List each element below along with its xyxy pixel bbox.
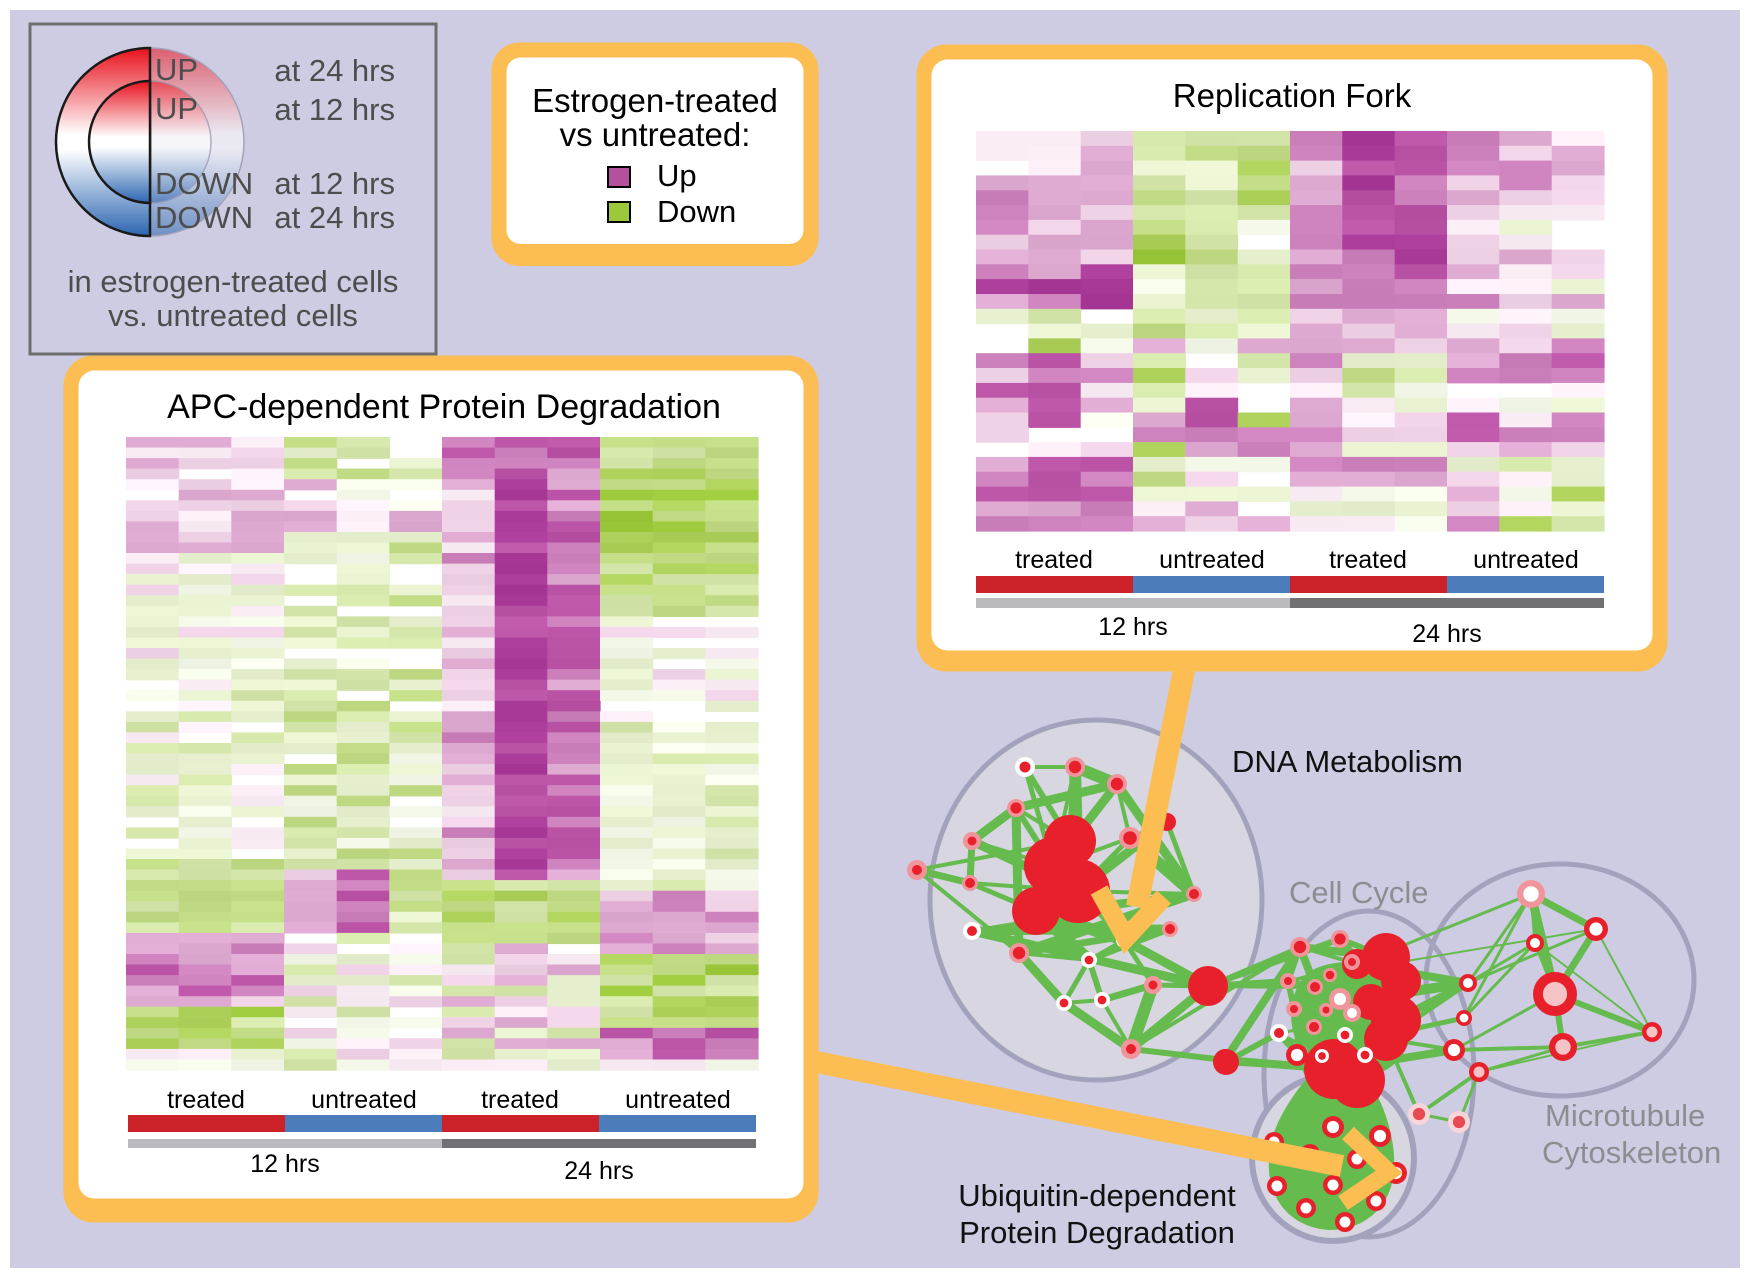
svg-text:Microtubule: Microtubule xyxy=(1545,1098,1705,1133)
svg-text:24 hrs: 24 hrs xyxy=(564,1157,633,1185)
svg-text:at 24 hrs: at 24 hrs xyxy=(274,200,395,235)
svg-text:untreated: untreated xyxy=(1473,546,1579,574)
svg-text:vs. untreated cells: vs. untreated cells xyxy=(108,298,358,333)
svg-text:at 24 hrs: at 24 hrs xyxy=(274,53,395,88)
svg-text:in estrogen-treated cells: in estrogen-treated cells xyxy=(68,264,399,299)
svg-text:APC-dependent Protein Degradat: APC-dependent Protein Degradation xyxy=(167,388,721,426)
svg-text:treated: treated xyxy=(1015,546,1093,574)
svg-text:Down: Down xyxy=(657,194,736,229)
svg-text:untreated: untreated xyxy=(625,1086,731,1114)
svg-text:vs untreated:: vs untreated: xyxy=(560,116,751,153)
svg-text:DOWN: DOWN xyxy=(155,166,253,201)
svg-text:at 12 hrs: at 12 hrs xyxy=(274,166,395,201)
svg-text:12 hrs: 12 hrs xyxy=(1098,613,1167,641)
svg-text:Cell Cycle: Cell Cycle xyxy=(1289,875,1429,910)
svg-text:at 12 hrs: at 12 hrs xyxy=(274,92,395,127)
svg-text:Cytoskeleton: Cytoskeleton xyxy=(1542,1135,1721,1170)
svg-text:DNA Metabolism: DNA Metabolism xyxy=(1232,744,1463,779)
svg-text:UP: UP xyxy=(155,91,198,126)
svg-text:Estrogen-treated: Estrogen-treated xyxy=(532,82,778,119)
svg-text:UP: UP xyxy=(155,52,198,87)
svg-text:treated: treated xyxy=(481,1086,559,1114)
svg-text:Ubiquitin-dependent: Ubiquitin-dependent xyxy=(958,1178,1236,1213)
svg-text:untreated: untreated xyxy=(311,1086,417,1114)
svg-text:Up: Up xyxy=(657,158,697,193)
svg-text:24 hrs: 24 hrs xyxy=(1412,620,1481,648)
svg-text:Protein Degradation: Protein Degradation xyxy=(959,1215,1235,1250)
svg-text:treated: treated xyxy=(167,1086,245,1114)
svg-text:untreated: untreated xyxy=(1159,546,1265,574)
svg-text:treated: treated xyxy=(1329,546,1407,574)
svg-text:12 hrs: 12 hrs xyxy=(250,1150,319,1178)
svg-text:Replication Fork: Replication Fork xyxy=(1173,77,1412,114)
svg-text:DOWN: DOWN xyxy=(155,200,253,235)
